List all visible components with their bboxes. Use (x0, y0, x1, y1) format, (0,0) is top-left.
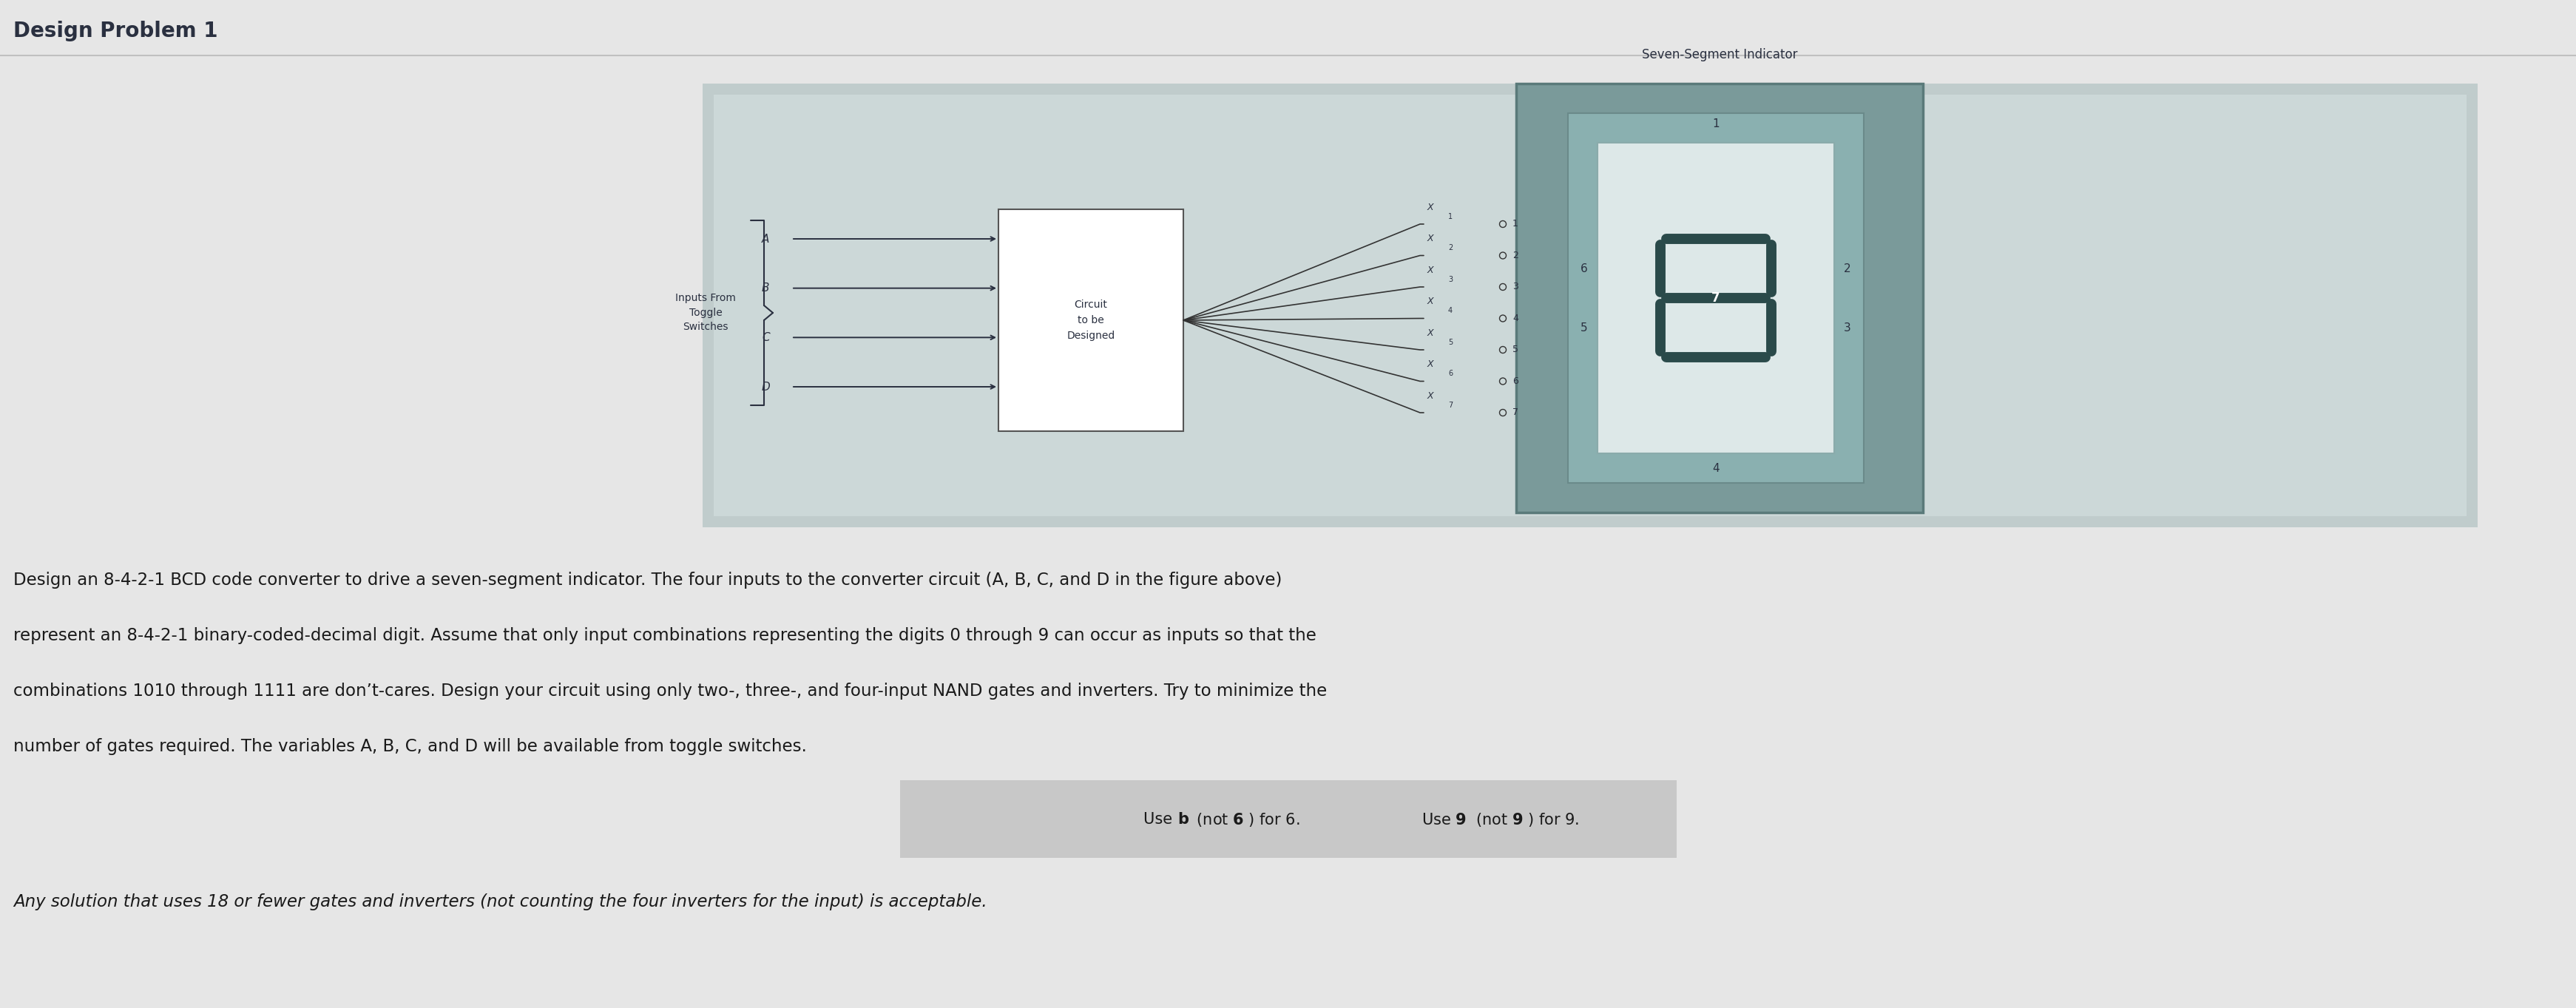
Text: 4: 4 (1713, 463, 1718, 474)
Bar (899, 780, 1677, 858)
Text: B: B (762, 282, 770, 293)
Text: 7: 7 (1710, 291, 1721, 304)
Text: C: C (762, 332, 770, 343)
Text: 6: 6 (1582, 263, 1587, 274)
Text: 5: 5 (1448, 339, 1453, 346)
Text: Use $\mathbf{9}$  (not $\mathbf{9}$ ) for 9.: Use $\mathbf{9}$ (not $\mathbf{9}$ ) for… (1422, 810, 1579, 828)
Text: X: X (1427, 391, 1435, 401)
Text: 1: 1 (1713, 119, 1718, 130)
Text: 4: 4 (1512, 313, 1517, 324)
Text: X: X (1427, 234, 1435, 244)
Text: ✓: ✓ (1790, 295, 1808, 316)
Text: A: A (762, 233, 770, 244)
Text: 1: 1 (1512, 220, 1517, 229)
Text: X: X (1427, 265, 1435, 275)
Text: 4: 4 (1448, 307, 1453, 314)
Text: 5: 5 (1512, 345, 1517, 355)
Text: 7: 7 (1512, 408, 1517, 417)
Text: Any solution that uses 18 or fewer gates and inverters (not counting the four in: Any solution that uses 18 or fewer gates… (13, 893, 987, 910)
Text: Design Problem 1: Design Problem 1 (13, 21, 219, 41)
Bar (1569, 113, 1865, 483)
Bar (999, 210, 1182, 431)
Text: number of gates required. The variables A, B, C, and D will be available from to: number of gates required. The variables … (13, 738, 806, 755)
Text: Circuit
to be
Designed: Circuit to be Designed (1066, 299, 1115, 341)
Text: 6: 6 (1512, 376, 1517, 386)
Text: Seven-Segment Indicator: Seven-Segment Indicator (1641, 48, 1798, 61)
Text: 3: 3 (1512, 282, 1517, 291)
Text: X: X (1427, 203, 1435, 213)
Text: represent an 8-4-2-1 binary-coded-decimal digit. Assume that only input combinat: represent an 8-4-2-1 binary-coded-decima… (13, 627, 1316, 644)
Text: 5: 5 (1582, 323, 1587, 334)
Bar (1597, 143, 1834, 454)
Text: 2: 2 (1512, 251, 1517, 260)
Bar (1517, 84, 1922, 512)
Text: 2: 2 (1448, 244, 1453, 252)
Text: Inputs From
Toggle
Switches: Inputs From Toggle Switches (675, 293, 737, 333)
Text: 3: 3 (1844, 323, 1852, 334)
Text: 6: 6 (1448, 370, 1453, 378)
Text: Use: Use (1144, 812, 1177, 827)
Text: 1: 1 (1448, 213, 1453, 221)
Text: 2: 2 (1844, 263, 1852, 274)
Text: (not $\mathbf{6}$ ) for 6.: (not $\mathbf{6}$ ) for 6. (1193, 810, 1301, 828)
Text: X: X (1427, 360, 1435, 369)
Text: combinations 1010 through 1111 are don’t-cares. Design your circuit using only t: combinations 1010 through 1111 are don’t… (13, 682, 1327, 700)
Text: Design an 8-4-2-1 BCD code converter to drive a seven-segment indicator. The fou: Design an 8-4-2-1 BCD code converter to … (13, 572, 1283, 589)
FancyBboxPatch shape (703, 84, 2478, 527)
Text: 3: 3 (1448, 276, 1453, 283)
FancyBboxPatch shape (714, 95, 2468, 516)
Text: $\mathbf{b}$: $\mathbf{b}$ (1177, 812, 1190, 827)
Text: D: D (762, 381, 770, 392)
Text: X: X (1427, 297, 1435, 306)
Text: 7: 7 (1448, 401, 1453, 409)
Text: X: X (1427, 329, 1435, 338)
